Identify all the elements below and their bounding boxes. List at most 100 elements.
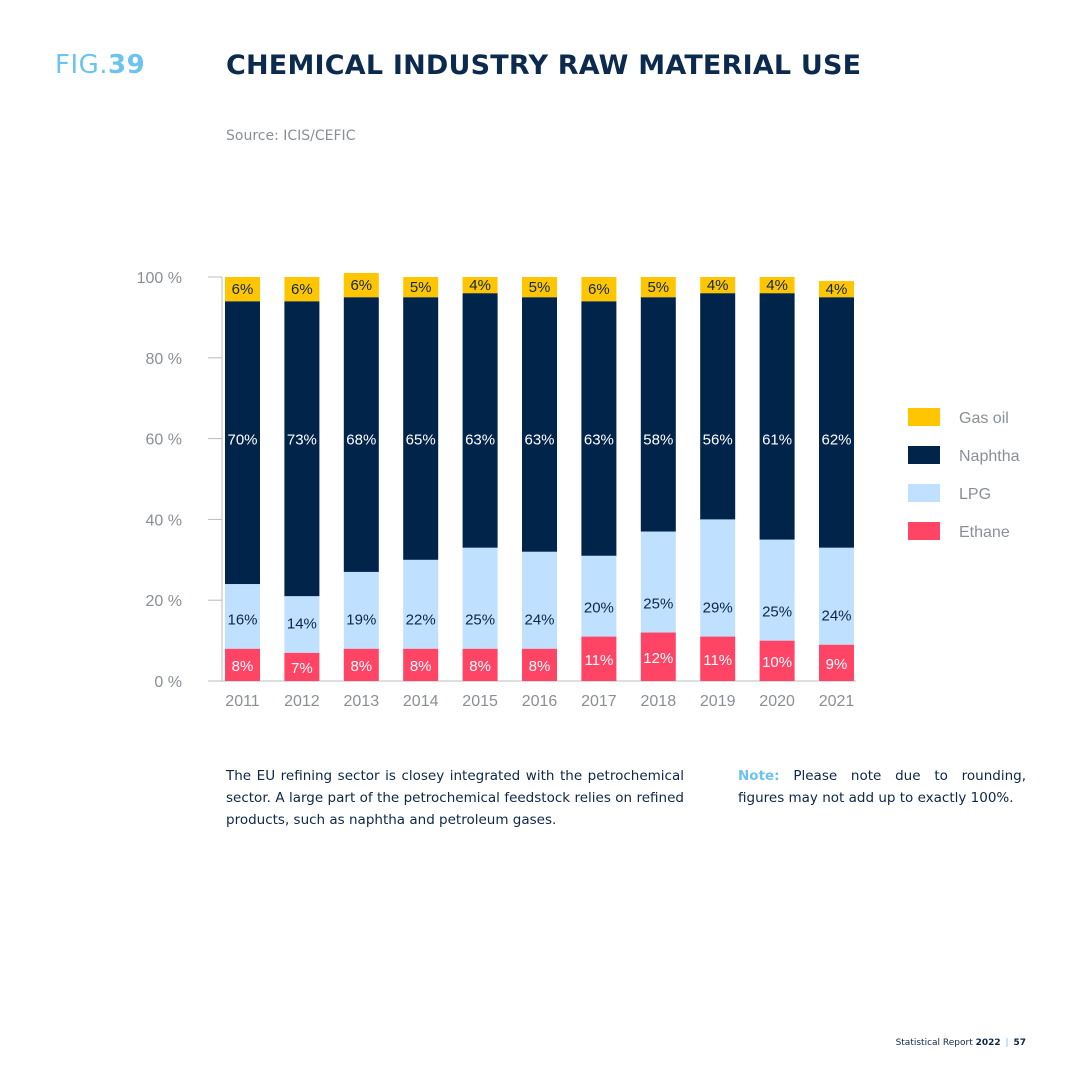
bar-segment-naphtha <box>403 297 439 560</box>
legend-swatch-lpg <box>908 484 940 502</box>
data-label: 70% <box>227 432 257 449</box>
note: Note: Please note due to rounding, figur… <box>738 765 1026 809</box>
description-paragraph: The EU refining sector is closey integra… <box>226 768 684 828</box>
bar-segment-lpg <box>640 531 676 633</box>
legend-swatch-naphtha <box>908 446 940 464</box>
bar-segment-gas-oil <box>640 277 676 298</box>
bar-segment-gas-oil <box>819 281 854 298</box>
data-label: 4% <box>469 277 491 294</box>
data-label: 65% <box>406 432 436 449</box>
legend-label: Naphtha <box>959 448 1020 465</box>
y-tick-label: 60 % <box>146 432 182 449</box>
data-label: 8% <box>350 658 372 675</box>
bar-segment-ethane <box>819 644 854 681</box>
bar-segment-naphtha <box>284 301 320 597</box>
data-label: 63% <box>524 432 554 449</box>
data-label: 8% <box>529 658 551 675</box>
data-label: 8% <box>232 658 254 675</box>
bar-segment-lpg <box>759 539 795 641</box>
data-label: 10% <box>762 654 792 671</box>
data-label: 19% <box>346 612 376 629</box>
x-tick-label: 2015 <box>462 693 498 710</box>
data-label: 24% <box>821 608 851 625</box>
data-label: 11% <box>703 652 732 669</box>
data-label: 63% <box>584 432 614 449</box>
data-label: 4% <box>826 281 848 298</box>
x-tick-label: 2020 <box>759 693 795 710</box>
y-tick-label: 100 % <box>137 270 182 287</box>
bar-segment-lpg <box>819 547 854 645</box>
data-label: 6% <box>291 281 313 298</box>
data-label: 9% <box>826 656 848 673</box>
bar-segment-gas-oil <box>700 277 736 294</box>
figure-number-value: 39 <box>108 50 146 80</box>
bar-segment-gas-oil <box>522 277 557 298</box>
bar-segment-naphtha <box>581 301 617 556</box>
y-tick-label: 40 % <box>146 512 182 529</box>
bar-segment-naphtha <box>700 293 736 520</box>
page-footer: Statistical Report 2022 | 57 <box>896 1038 1026 1048</box>
bar-segment-lpg <box>581 555 617 637</box>
data-label: 5% <box>529 279 551 296</box>
legend-label: LPG <box>959 486 991 503</box>
chart-source: Source: ICIS/CEFIC <box>226 128 356 144</box>
data-label: 68% <box>346 432 376 449</box>
data-label: 24% <box>524 612 554 629</box>
data-label: 61% <box>762 432 792 449</box>
note-text: Please note due to rounding, figures may… <box>738 768 1026 806</box>
data-label: 6% <box>350 277 372 294</box>
data-label: 63% <box>465 432 495 449</box>
bar-segment-gas-oil <box>343 272 379 298</box>
bar-segment-ethane <box>522 648 557 681</box>
bar-segment-naphtha <box>225 301 260 585</box>
data-label: 7% <box>291 660 313 677</box>
figure-prefix: FIG. <box>55 50 109 80</box>
data-label: 6% <box>232 281 254 298</box>
x-tick-label: 2014 <box>403 693 439 710</box>
bar-segment-naphtha <box>819 297 854 548</box>
note-label: Note: <box>738 768 780 784</box>
data-label: 4% <box>707 277 729 294</box>
bar-segment-ethane <box>581 636 617 681</box>
data-label: 6% <box>588 281 610 298</box>
bar-segment-ethane <box>225 648 260 681</box>
bar-segment-naphtha <box>640 297 676 532</box>
bar-segment-naphtha <box>462 293 498 548</box>
y-tick-label: 20 % <box>146 593 182 610</box>
data-label: 56% <box>703 432 733 449</box>
data-label: 11% <box>584 652 613 669</box>
bar-segment-lpg <box>225 584 260 649</box>
bar-segment-gas-oil <box>225 277 260 302</box>
x-tick-label: 2013 <box>344 693 380 710</box>
figure-number: FIG.39 <box>55 50 145 80</box>
x-tick-label: 2016 <box>522 693 558 710</box>
bar-segment-ethane <box>343 648 379 681</box>
y-tick-label: 80 % <box>146 351 182 368</box>
data-label: 4% <box>766 277 788 294</box>
x-tick-label: 2012 <box>284 693 320 710</box>
data-label: 20% <box>584 600 614 617</box>
data-label: 12% <box>643 650 673 667</box>
data-label: 25% <box>643 596 673 613</box>
x-tick-label: 2018 <box>641 693 677 710</box>
data-label: 5% <box>647 279 669 296</box>
legend-label: Ethane <box>959 524 1010 541</box>
bar-segment-ethane <box>640 632 676 681</box>
bar-segment-naphtha <box>343 297 379 572</box>
x-tick-label: 2021 <box>819 693 855 710</box>
data-label: 25% <box>465 612 495 629</box>
x-tick-label: 2019 <box>700 693 736 710</box>
y-tick-label: 0 % <box>154 674 182 691</box>
data-label: 62% <box>821 432 851 449</box>
bar-segment-naphtha <box>759 293 795 540</box>
data-label: 14% <box>287 616 317 633</box>
bar-segment-lpg <box>522 551 557 649</box>
bar-segment-lpg <box>462 547 498 649</box>
footer-separator: | <box>1005 1038 1009 1048</box>
bar-segment-gas-oil <box>759 277 795 294</box>
footer-page-number: 57 <box>1013 1038 1026 1048</box>
bar-segment-ethane <box>462 648 498 681</box>
bar-segment-lpg <box>284 596 320 653</box>
data-label: 73% <box>287 432 317 449</box>
